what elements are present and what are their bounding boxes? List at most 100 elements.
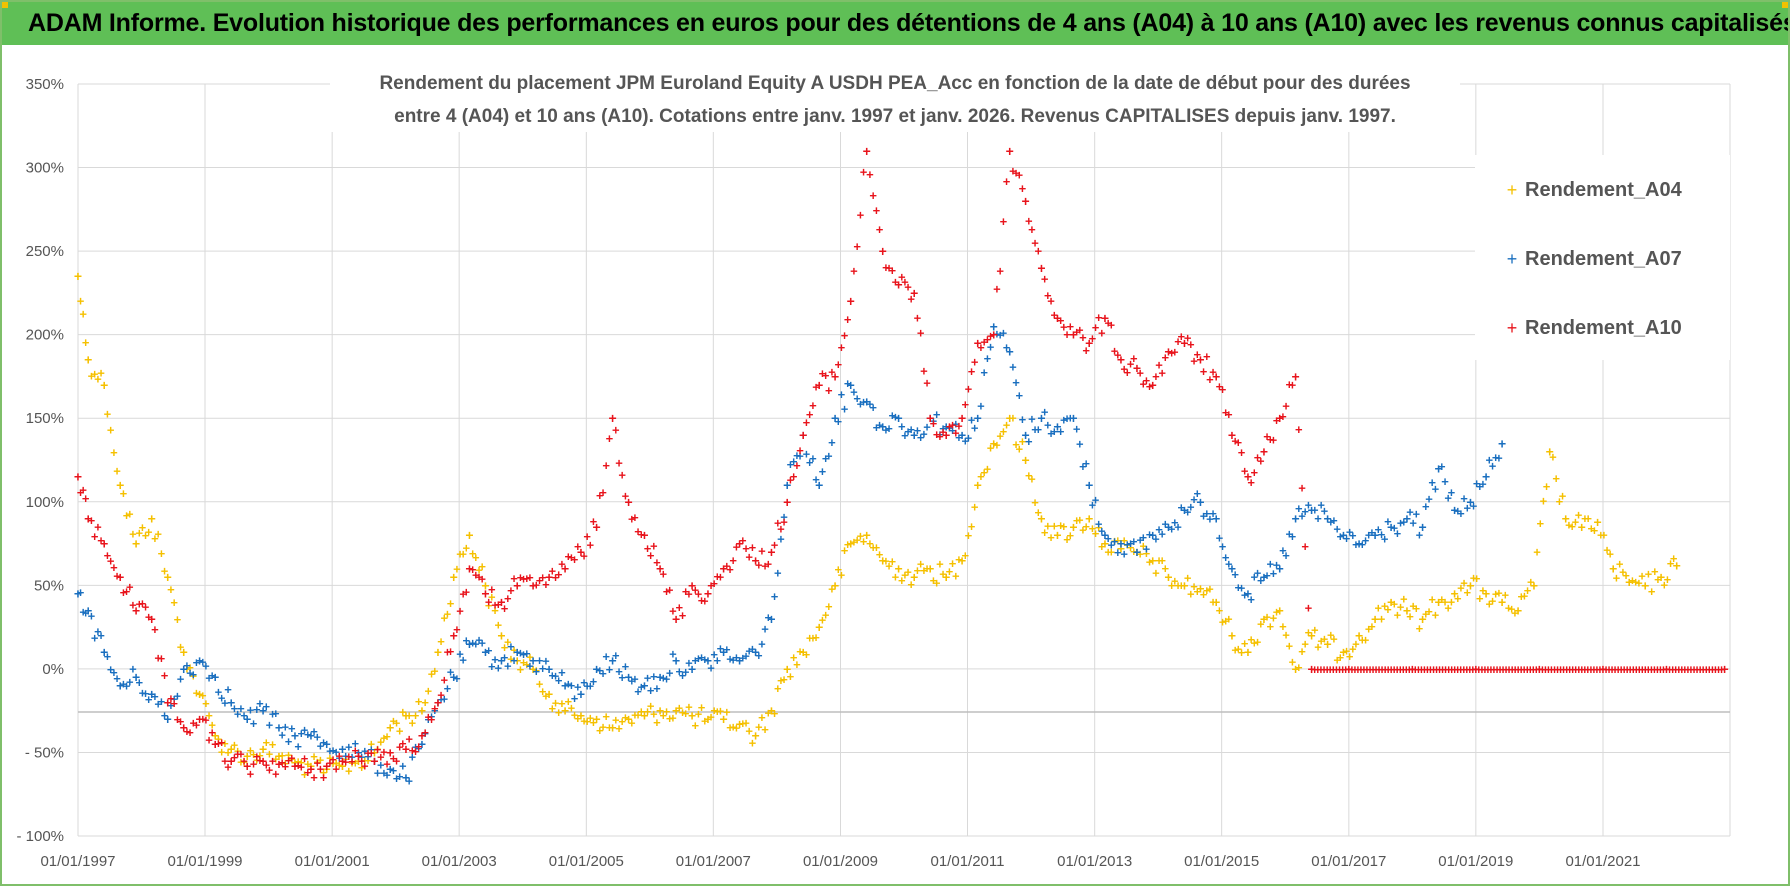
- scatter-mark: +: [1321, 504, 1329, 519]
- scatter-mark: +: [431, 664, 439, 679]
- scatter-mark: +: [1496, 662, 1504, 677]
- data-point: +: [593, 711, 601, 727]
- scatter-mark: +: [294, 758, 302, 773]
- scatter-mark: +: [952, 426, 960, 441]
- scatter-mark: +: [1305, 600, 1313, 615]
- scatter-mark: +: [491, 597, 499, 612]
- data-point: +: [307, 728, 315, 744]
- data-point: +: [752, 728, 760, 744]
- scatter-mark: +: [749, 642, 757, 657]
- x-tick-label: 01/01/2005: [549, 853, 624, 870]
- data-point: +: [164, 569, 172, 585]
- scatter-mark: +: [240, 708, 248, 723]
- scatter-mark: +: [1517, 589, 1525, 604]
- scatter-mark: +: [1311, 503, 1319, 518]
- data-point: +: [434, 644, 442, 660]
- scatter-mark: +: [240, 753, 248, 768]
- scatter-mark: +: [475, 563, 483, 578]
- scatter-mark: +: [698, 650, 706, 665]
- data-point: +: [545, 569, 553, 585]
- data-point: +: [783, 494, 791, 510]
- scatter-mark: +: [1715, 662, 1723, 677]
- scatter-mark: +: [126, 506, 134, 521]
- scatter-mark: +: [819, 464, 827, 479]
- scatter-mark: +: [1295, 501, 1303, 516]
- scatter-mark: +: [939, 424, 947, 439]
- scatter-mark: +: [1235, 435, 1243, 450]
- scatter-mark: +: [1057, 313, 1065, 328]
- scatter-mark: +: [202, 696, 210, 711]
- scatter-mark: +: [612, 648, 620, 663]
- scatter-mark: +: [1511, 605, 1519, 620]
- scatter-mark: +: [742, 541, 750, 556]
- scatter-mark: +: [1063, 532, 1071, 547]
- data-point: +: [1212, 368, 1220, 384]
- scatter-mark: +: [1270, 432, 1278, 447]
- scatter-mark: +: [478, 572, 486, 587]
- scatter-mark: +: [558, 665, 566, 680]
- data-point: +: [1164, 343, 1172, 359]
- scatter-mark: +: [205, 671, 213, 686]
- scatter-mark: +: [1517, 662, 1525, 677]
- y-tick-label: 250%: [26, 243, 64, 260]
- scatter-mark: +: [1155, 553, 1163, 568]
- scatter-mark: +: [383, 729, 391, 744]
- scatter-mark: +: [803, 647, 811, 662]
- data-point: +: [990, 327, 998, 343]
- scatter-mark: +: [1015, 167, 1023, 182]
- legend-label-a04: Rendement_A04: [1525, 179, 1683, 201]
- data-point: +: [577, 708, 585, 724]
- scatter-mark: +: [1357, 662, 1365, 677]
- scatter-mark: +: [1136, 546, 1144, 561]
- scatter-mark: +: [809, 398, 817, 413]
- scatter-mark: +: [1375, 522, 1383, 537]
- data-point: +: [1006, 410, 1014, 426]
- scatter-mark: +: [1684, 662, 1692, 677]
- scatter-mark: +: [993, 327, 1001, 342]
- scatter-mark: +: [707, 661, 715, 676]
- scatter-mark: +: [666, 583, 674, 598]
- data-point: +: [1308, 627, 1316, 643]
- scatter-mark: +: [1263, 429, 1271, 444]
- scatter-mark: +: [313, 730, 321, 745]
- scatter-mark: +: [647, 548, 655, 563]
- scatter-mark: +: [869, 400, 877, 415]
- scatter-mark: +: [278, 728, 286, 743]
- data-point: +: [815, 477, 823, 493]
- scatter-mark: +: [844, 312, 852, 327]
- scatter-mark: +: [1174, 520, 1182, 535]
- scatter-mark: +: [345, 739, 353, 754]
- scatter-mark: +: [1012, 437, 1020, 452]
- data-point: +: [879, 552, 887, 568]
- scatter-mark: +: [1273, 605, 1281, 620]
- scatter-mark: +: [1384, 514, 1392, 529]
- scatter-mark: +: [1047, 426, 1055, 441]
- data-point: +: [895, 410, 903, 426]
- scatter-mark: +: [1152, 531, 1160, 546]
- scatter-mark: +: [221, 695, 229, 710]
- scatter-mark: +: [955, 418, 963, 433]
- scatter-mark: +: [1502, 588, 1510, 603]
- data-point: +: [1435, 460, 1443, 476]
- scatter-mark: +: [885, 421, 893, 436]
- scatter-mark: +: [262, 699, 270, 714]
- scatter-mark: +: [618, 670, 626, 685]
- scatter-mark: +: [405, 732, 413, 747]
- scatter-mark: +: [952, 417, 960, 432]
- data-point: +: [148, 686, 156, 702]
- scatter-mark: +: [682, 664, 690, 679]
- data-point: +: [434, 694, 442, 710]
- data-point: +: [1419, 519, 1427, 535]
- data-point: +: [815, 377, 823, 393]
- data-point: +: [609, 653, 617, 669]
- scatter-mark: +: [447, 664, 455, 679]
- scatter-mark: +: [151, 531, 159, 546]
- scatter-mark: +: [1241, 463, 1249, 478]
- y-tick-label: 0%: [42, 661, 64, 678]
- scatter-mark: +: [234, 707, 242, 722]
- scatter-mark: +: [1533, 545, 1541, 560]
- data-point: +: [831, 577, 839, 593]
- scatter-mark: +: [1425, 604, 1433, 619]
- data-point: +: [1466, 577, 1474, 593]
- scatter-mark: +: [304, 757, 312, 772]
